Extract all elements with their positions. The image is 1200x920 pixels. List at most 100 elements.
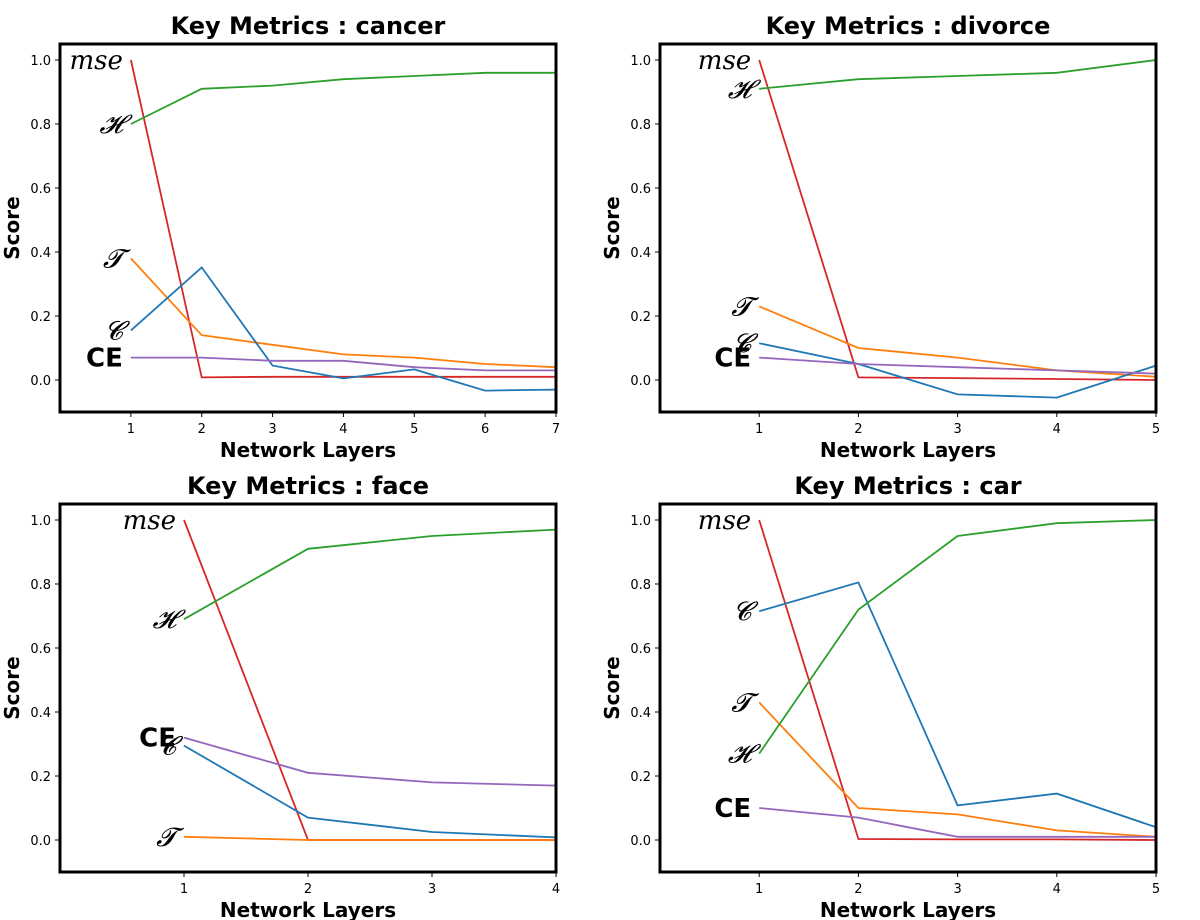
series-label-c: 𝓒	[733, 597, 759, 627]
x-tick-label: 2	[198, 422, 206, 437]
series-line-h	[758, 519, 1157, 755]
chart-panel-cancer: Key Metrics : cancer 1.0 0.8 0.6 0.4 0.2 0.0 1 2…	[0, 12, 560, 462]
y-tick-label: 0.0	[30, 374, 51, 389]
x-tick-label: 7	[552, 422, 560, 437]
plot-frame	[658, 502, 1158, 874]
series-label-ce: CE	[139, 724, 176, 754]
series-line-ce	[759, 807, 1156, 838]
y-tick-label: 0.8	[30, 118, 51, 133]
plot-frame	[658, 42, 1158, 414]
x-tick-label: 4	[1053, 882, 1061, 897]
y-tick-label: 1.0	[630, 514, 651, 529]
y-tick-label: 0.0	[30, 834, 51, 849]
series-line-ce	[759, 356, 1157, 375]
y-tick-label: 0.6	[30, 182, 51, 197]
series-line-h	[183, 528, 557, 620]
y-tick-label: 0.2	[630, 310, 651, 325]
y-tick-label: 0.4	[630, 246, 651, 261]
y-tick-label: 0.6	[630, 642, 651, 657]
series-line-ce	[130, 356, 556, 372]
series-line-mse	[183, 519, 556, 841]
chart-title: Key Metrics : divorce	[766, 12, 1051, 40]
series-line-mse	[130, 59, 556, 379]
series-line-c	[130, 266, 557, 392]
x-tick-label: 5	[410, 422, 418, 437]
series-label-h: 𝓗	[728, 740, 762, 770]
series-label-h: 𝓗	[99, 110, 133, 140]
y-tick-label: 0.4	[30, 246, 51, 261]
x-tick-label: 2	[304, 882, 312, 897]
y-tick-label: 0.8	[30, 578, 51, 593]
x-axis-label: Network Layers	[220, 898, 396, 920]
series-line-t	[183, 835, 556, 841]
series-label-mse: mse	[69, 46, 122, 76]
series-label-t: 𝓣	[103, 244, 131, 274]
y-tick-label: 0.4	[30, 706, 51, 721]
x-tick-label: 4	[339, 422, 347, 437]
series-line-mse	[758, 519, 1157, 841]
series-label-c: 𝓒	[158, 732, 184, 762]
y-axis-label: Score	[0, 656, 24, 719]
series-label-mse: mse	[698, 46, 751, 76]
x-tick-label: 5	[1152, 422, 1160, 437]
chart-title: Key Metrics : face	[187, 472, 429, 500]
chart-panel-divorce: Key Metrics : divorce 1.0 0.8 0.6 0.4 0.2 0.0 1…	[600, 12, 1160, 462]
x-axis-label: Network Layers	[820, 898, 996, 920]
y-tick-label: 1.0	[630, 54, 651, 69]
series-label-h: 𝓗	[153, 605, 187, 635]
x-tick-label: 3	[953, 422, 961, 437]
y-tick-label: 0.6	[30, 642, 51, 657]
y-tick-label: 1.0	[30, 54, 51, 69]
x-tick-label: 1	[755, 882, 763, 897]
y-tick-label: 1.0	[30, 514, 51, 529]
series-label-mse: mse	[123, 506, 176, 536]
series-label-c: 𝓒	[104, 316, 130, 346]
series-line-h	[130, 71, 556, 125]
series-line-c	[759, 342, 1157, 399]
x-tick-label: 4	[552, 882, 560, 897]
series-label-mse: mse	[698, 506, 751, 536]
y-tick-label: 0.8	[630, 118, 651, 133]
series-line-h	[759, 59, 1157, 90]
series-line-ce	[183, 736, 557, 787]
series-label-h: 𝓗	[728, 75, 762, 105]
y-tick-label: 0.0	[630, 834, 651, 849]
y-tick-label: 0.4	[630, 706, 651, 721]
series-label-ce: CE	[86, 344, 123, 374]
y-axis-label: Score	[600, 656, 624, 719]
x-tick-label: 2	[854, 422, 862, 437]
series-line-c	[183, 744, 557, 839]
y-tick-label: 0.6	[630, 182, 651, 197]
chart-panel-face: Key Metrics : face 1.0 0.8 0.6 0.4 0.2 0.0 1 2 3 4…	[0, 472, 560, 920]
series-line-t	[130, 257, 557, 369]
x-tick-label: 1	[127, 422, 135, 437]
y-axis-label: Score	[0, 196, 24, 259]
y-tick-label: 0.2	[630, 770, 651, 785]
x-tick-label: 3	[268, 422, 276, 437]
x-tick-label: 2	[854, 882, 862, 897]
x-tick-label: 6	[481, 422, 489, 437]
series-line-t	[758, 701, 1157, 838]
series-line-c	[758, 581, 1157, 829]
y-tick-label: 0.2	[30, 770, 51, 785]
y-axis-label: Score	[600, 196, 624, 259]
x-tick-label: 3	[428, 882, 436, 897]
series-label-t: 𝓣	[731, 688, 759, 718]
series-label-ce: CE	[714, 794, 751, 824]
x-tick-label: 1	[755, 422, 763, 437]
x-axis-label: Network Layers	[220, 438, 396, 462]
chart-panel-car: Key Metrics : car 1.0 0.8 0.6 0.4 0.2 0.0 1 2 3 4 5…	[600, 472, 1160, 920]
x-tick-label: 1	[180, 882, 188, 897]
series-label-t: 𝓣	[156, 823, 184, 853]
y-tick-label: 0.2	[30, 310, 51, 325]
plot-frame	[58, 502, 558, 874]
chart-title: Key Metrics : cancer	[171, 12, 446, 40]
chart-title: Key Metrics : car	[794, 472, 1021, 500]
x-tick-label: 3	[953, 882, 961, 897]
x-tick-label: 4	[1053, 422, 1061, 437]
x-axis-label: Network Layers	[820, 438, 996, 462]
series-line-mse	[758, 59, 1157, 381]
plot-frame	[58, 42, 558, 414]
x-tick-label: 5	[1152, 882, 1160, 897]
